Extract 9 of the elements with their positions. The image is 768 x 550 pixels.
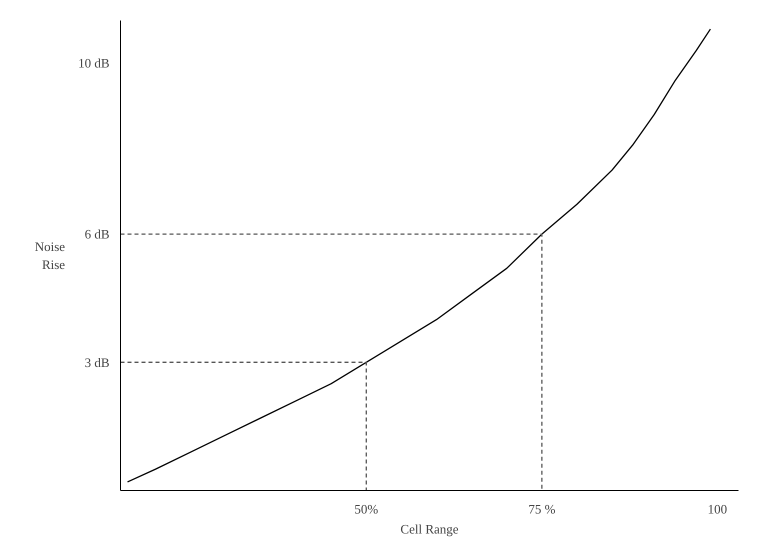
line-series	[126, 28, 712, 483]
y-tick-label: 6 dB	[84, 226, 110, 242]
x-tick-label: 100	[708, 502, 728, 516]
x-tick-label: 75 %	[528, 502, 556, 516]
x-axis-title: Cell Range	[400, 522, 459, 536]
y-tick-label: 10 dB	[78, 56, 110, 71]
y-tick-label: 3 dB	[84, 354, 110, 370]
x-tick-label: 50%	[354, 502, 378, 516]
y-axis-title: Noise Rise	[34, 239, 66, 272]
